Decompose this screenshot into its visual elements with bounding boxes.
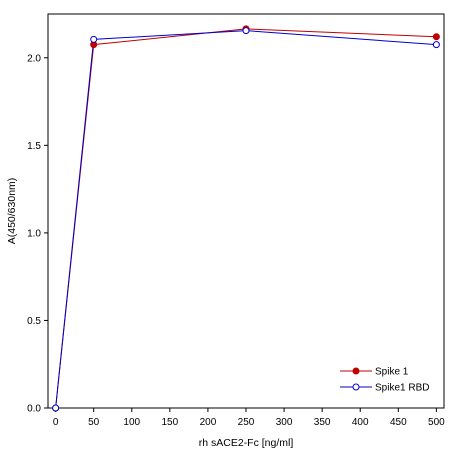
series-2-point (52, 404, 60, 412)
series-2-point (90, 35, 98, 43)
y-tick-label: 1.0 (27, 228, 41, 239)
y-axis-title: A(450/630nm) (6, 178, 18, 245)
legend-marker-1 (352, 367, 360, 375)
x-tick-label: 400 (352, 417, 369, 428)
x-tick-label: 50 (88, 417, 100, 428)
x-tick-label: 0 (53, 417, 59, 428)
legend-marker-2 (352, 383, 360, 391)
x-tick-label: 100 (123, 417, 140, 428)
x-tick-label: 300 (276, 417, 293, 428)
x-tick-label: 500 (428, 417, 445, 428)
y-tick-label: 2.0 (27, 53, 41, 64)
series-2-point (242, 27, 250, 35)
y-tick-label: 0.0 (27, 404, 41, 415)
y-axis: 0.0 0.5 1.0 1.5 2.0 (27, 53, 48, 415)
x-axis-title: rh sACE2-Fc [ng/ml] (199, 437, 294, 449)
y-tick-label: 0.5 (27, 316, 41, 327)
x-tick-label: 450 (390, 417, 407, 428)
series-2-point (432, 41, 440, 49)
series-line-2 (55, 30, 437, 409)
legend-label-1: Spike 1 (375, 367, 409, 378)
x-tick-label: 200 (200, 417, 217, 428)
x-tick-label: 350 (314, 417, 331, 428)
x-tick-label: 150 (162, 417, 179, 428)
legend-label-2: Spike1 RBD (375, 383, 429, 394)
series-1-point (432, 33, 440, 41)
series-layer (52, 25, 440, 412)
y-tick-label: 1.5 (27, 141, 41, 152)
plot-area (47, 13, 445, 409)
x-axis: 0 50 100 150 200 250 300 350 400 450 500 (53, 408, 445, 428)
legend: Spike 1 Spike1 RBD (340, 367, 429, 394)
x-tick-label: 250 (238, 417, 255, 428)
